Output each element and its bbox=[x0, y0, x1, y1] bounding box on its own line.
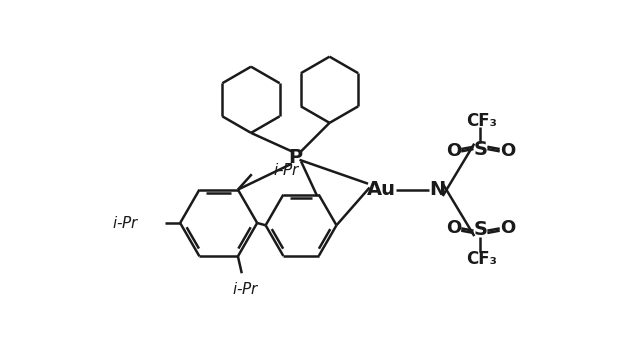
Text: O: O bbox=[500, 142, 515, 160]
Text: $i$-Pr: $i$-Pr bbox=[273, 162, 301, 178]
Text: CF₃: CF₃ bbox=[467, 250, 497, 268]
Text: CF₃: CF₃ bbox=[467, 111, 497, 130]
Text: S: S bbox=[474, 220, 488, 240]
Text: Au: Au bbox=[367, 180, 396, 199]
Text: S: S bbox=[474, 140, 488, 159]
Text: $i$-Pr: $i$-Pr bbox=[112, 215, 140, 231]
Text: N: N bbox=[429, 180, 445, 199]
Text: O: O bbox=[500, 219, 515, 237]
Text: O: O bbox=[446, 142, 461, 160]
Text: O: O bbox=[446, 219, 461, 237]
Text: P: P bbox=[289, 148, 303, 167]
Text: $i$-Pr: $i$-Pr bbox=[232, 281, 260, 297]
